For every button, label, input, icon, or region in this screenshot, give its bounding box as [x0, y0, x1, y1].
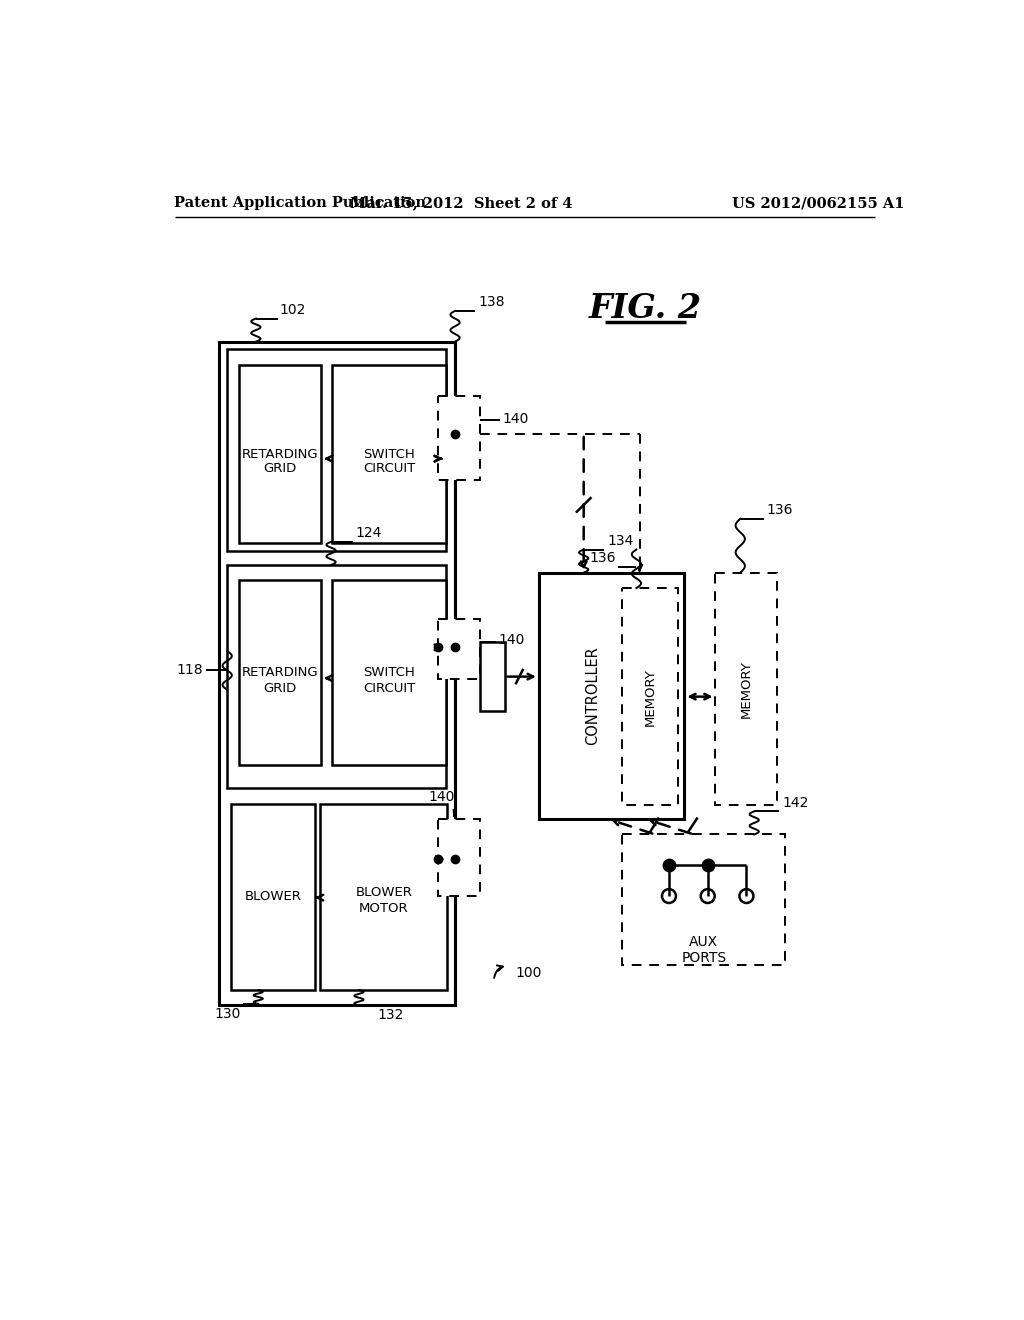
Bar — [239, 364, 321, 544]
Bar — [438, 818, 480, 896]
Text: RETARDING: RETARDING — [242, 667, 318, 680]
Text: BLOWER: BLOWER — [355, 887, 413, 899]
Text: 138: 138 — [478, 296, 505, 309]
Bar — [716, 573, 777, 805]
Text: 140: 140 — [503, 412, 528, 425]
Bar — [332, 364, 445, 544]
Text: 102: 102 — [280, 304, 306, 317]
Text: 140: 140 — [499, 634, 525, 647]
Text: 136: 136 — [589, 550, 615, 565]
Bar — [438, 619, 480, 678]
Text: CIRCUIT: CIRCUIT — [364, 462, 416, 475]
Text: AUX: AUX — [689, 936, 719, 949]
Bar — [239, 581, 321, 766]
Text: SWITCH: SWITCH — [364, 447, 415, 461]
Text: 118: 118 — [176, 664, 203, 677]
Bar — [227, 350, 445, 552]
Bar — [321, 804, 447, 990]
Bar — [623, 589, 678, 805]
Bar — [332, 581, 445, 766]
Text: US 2012/0062155 A1: US 2012/0062155 A1 — [732, 197, 905, 210]
Text: RETARDING: RETARDING — [242, 447, 318, 461]
Bar — [480, 642, 505, 711]
Text: FIG. 2: FIG. 2 — [589, 292, 702, 325]
Text: 136: 136 — [767, 503, 794, 517]
Text: CONTROLLER: CONTROLLER — [586, 647, 600, 746]
Bar — [539, 573, 684, 818]
Text: PORTS: PORTS — [681, 950, 726, 965]
Text: 134: 134 — [607, 535, 633, 548]
Text: GRID: GRID — [263, 462, 297, 475]
Text: MEMORY: MEMORY — [644, 668, 656, 726]
Text: GRID: GRID — [263, 681, 297, 694]
Text: CIRCUIT: CIRCUIT — [364, 681, 416, 694]
Text: 130: 130 — [214, 1007, 241, 1020]
Text: BLOWER: BLOWER — [245, 890, 301, 903]
Bar — [219, 342, 455, 1006]
Bar — [231, 804, 314, 990]
Bar — [438, 396, 480, 480]
Bar — [623, 834, 785, 965]
Text: 132: 132 — [378, 1007, 403, 1022]
Text: 124: 124 — [355, 527, 382, 540]
Text: 142: 142 — [782, 796, 809, 810]
Text: Mar. 15, 2012  Sheet 2 of 4: Mar. 15, 2012 Sheet 2 of 4 — [350, 197, 572, 210]
Text: 100: 100 — [515, 966, 542, 979]
Text: 140: 140 — [429, 791, 455, 816]
Bar — [227, 565, 445, 788]
Text: Patent Application Publication: Patent Application Publication — [174, 197, 427, 210]
Text: SWITCH: SWITCH — [364, 667, 415, 680]
Text: MOTOR: MOTOR — [359, 902, 409, 915]
Text: MEMORY: MEMORY — [740, 660, 753, 718]
